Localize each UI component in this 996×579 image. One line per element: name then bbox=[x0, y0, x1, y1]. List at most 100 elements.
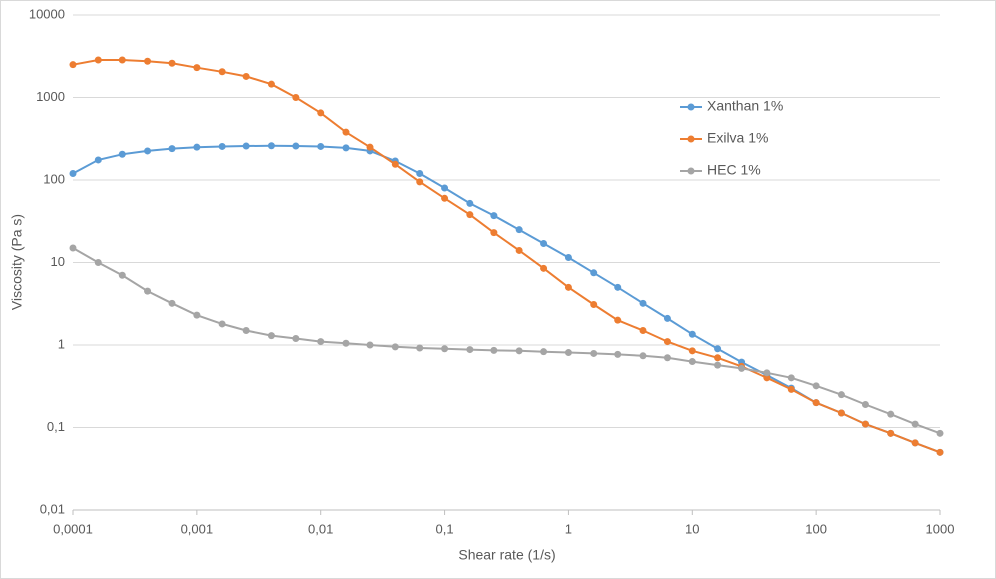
data-point bbox=[342, 144, 350, 152]
data-point bbox=[118, 56, 126, 64]
y-tick-label: 100 bbox=[43, 171, 65, 186]
legend-marker bbox=[687, 103, 695, 111]
data-point bbox=[540, 348, 548, 356]
data-point bbox=[787, 374, 795, 382]
x-tick-label: 0,1 bbox=[436, 521, 454, 536]
x-tick-label: 1 bbox=[565, 521, 572, 536]
data-point bbox=[416, 169, 424, 177]
data-point bbox=[663, 314, 671, 322]
data-point bbox=[763, 369, 771, 377]
data-point bbox=[441, 184, 449, 192]
data-point bbox=[663, 338, 671, 346]
data-point bbox=[416, 178, 424, 186]
data-point bbox=[69, 169, 77, 177]
data-point bbox=[614, 283, 622, 291]
data-point bbox=[564, 349, 572, 357]
y-axis-title: Viscosity (Pa s) bbox=[9, 214, 25, 310]
data-point bbox=[590, 349, 598, 357]
data-point bbox=[639, 352, 647, 360]
data-point bbox=[441, 345, 449, 353]
data-point bbox=[590, 269, 598, 277]
data-point bbox=[193, 311, 201, 319]
data-point bbox=[490, 212, 498, 220]
data-point bbox=[490, 346, 498, 354]
data-point bbox=[466, 199, 474, 207]
data-point bbox=[515, 246, 523, 254]
data-point bbox=[887, 429, 895, 437]
data-point bbox=[317, 109, 325, 117]
data-point bbox=[515, 347, 523, 355]
x-tick-label: 1000 bbox=[926, 521, 955, 536]
data-point bbox=[812, 382, 820, 390]
legend-label: HEC 1% bbox=[707, 162, 761, 178]
x-tick-label: 0,001 bbox=[181, 521, 214, 536]
x-tick-label: 0,01 bbox=[308, 521, 333, 536]
y-tick-label: 10000 bbox=[29, 6, 65, 21]
data-point bbox=[267, 142, 275, 150]
data-point bbox=[218, 142, 226, 150]
data-point bbox=[292, 142, 300, 150]
data-point bbox=[144, 147, 152, 155]
data-point bbox=[292, 334, 300, 342]
data-point bbox=[466, 346, 474, 354]
x-tick-label: 0,0001 bbox=[53, 521, 93, 536]
data-point bbox=[118, 150, 126, 158]
data-point bbox=[936, 448, 944, 456]
data-point bbox=[639, 299, 647, 307]
data-point bbox=[144, 287, 152, 295]
data-point bbox=[69, 61, 77, 69]
y-tick-label: 1000 bbox=[36, 89, 65, 104]
data-point bbox=[144, 57, 152, 65]
data-point bbox=[614, 350, 622, 358]
data-point bbox=[515, 226, 523, 234]
data-point bbox=[94, 156, 102, 164]
data-point bbox=[861, 420, 869, 428]
x-tick-label: 10 bbox=[685, 521, 699, 536]
data-point bbox=[911, 420, 919, 428]
data-point bbox=[342, 339, 350, 347]
data-point bbox=[193, 143, 201, 151]
legend-label: Xanthan 1% bbox=[707, 98, 783, 114]
data-point bbox=[94, 56, 102, 64]
data-point bbox=[366, 341, 374, 349]
data-point bbox=[242, 142, 250, 150]
data-point bbox=[292, 94, 300, 101]
data-point bbox=[663, 354, 671, 362]
data-point bbox=[887, 410, 895, 418]
data-point bbox=[590, 300, 598, 308]
data-point bbox=[242, 326, 250, 334]
data-point bbox=[490, 229, 498, 237]
data-point bbox=[688, 347, 696, 355]
data-point bbox=[763, 374, 771, 382]
data-point bbox=[936, 429, 944, 437]
data-point bbox=[193, 64, 201, 72]
data-point bbox=[837, 391, 845, 399]
x-tick-label: 100 bbox=[805, 521, 827, 536]
data-point bbox=[466, 211, 474, 219]
data-point bbox=[69, 244, 77, 252]
data-point bbox=[267, 80, 275, 88]
y-tick-label: 0,01 bbox=[40, 501, 65, 516]
data-point bbox=[366, 143, 374, 151]
data-point bbox=[267, 332, 275, 340]
y-tick-label: 1 bbox=[58, 336, 65, 351]
data-point bbox=[714, 345, 722, 353]
data-point bbox=[812, 399, 820, 407]
data-point bbox=[391, 343, 399, 351]
series-line bbox=[72, 59, 941, 454]
data-point bbox=[911, 439, 919, 447]
data-point bbox=[391, 160, 399, 168]
data-point bbox=[564, 253, 572, 261]
data-point bbox=[118, 271, 126, 279]
data-point bbox=[787, 385, 795, 393]
data-point bbox=[342, 128, 350, 136]
data-point bbox=[540, 264, 548, 272]
data-point bbox=[416, 344, 424, 352]
data-point bbox=[614, 316, 622, 324]
y-tick-label: 0,1 bbox=[47, 419, 65, 434]
data-point bbox=[861, 401, 869, 409]
legend-marker bbox=[687, 167, 695, 175]
legend-label: Exilva 1% bbox=[707, 130, 768, 146]
